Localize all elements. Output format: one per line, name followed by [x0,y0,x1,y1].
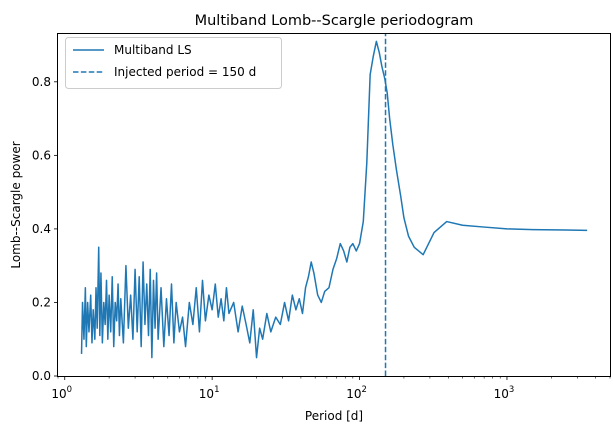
y-tick-label: 0.8 [32,75,51,89]
x-tick-exponent: 0 [67,385,72,395]
periodogram-line [80,40,588,359]
x-tick-exponent: 3 [509,385,514,395]
y-tick-label: 0.0 [32,369,51,383]
plot-frame [57,33,611,377]
y-tick-label: 0.2 [32,295,51,309]
x-axis-label: Period [d] [305,409,363,423]
legend: Multiband LS Injected period = 150 d [65,37,282,89]
legend-label-injected-period: Injected period = 150 d [114,65,256,79]
y-axis-label: Lomb--Scargle power [9,141,23,268]
legend-box [65,37,282,89]
x-tick-label: 102 [346,385,367,401]
series-layer [80,34,588,376]
chart-title: Multiband Lomb--Scargle periodogram [195,13,474,29]
y-tick-label: 0.4 [32,222,51,236]
plot-area [57,33,611,377]
x-tick-label: 100 [51,385,72,401]
x-tick-label: 103 [494,385,515,401]
x-axis-ticks: 100 101 102 103 [51,376,611,401]
legend-label-multiband-ls: Multiband LS [114,43,192,57]
x-tick-exponent: 1 [214,385,219,395]
y-axis-ticks: 0.0 0.2 0.4 0.6 0.8 [32,75,58,383]
x-tick-label: 101 [199,385,220,401]
x-tick-exponent: 2 [361,385,366,395]
y-tick-label: 0.6 [32,148,51,162]
